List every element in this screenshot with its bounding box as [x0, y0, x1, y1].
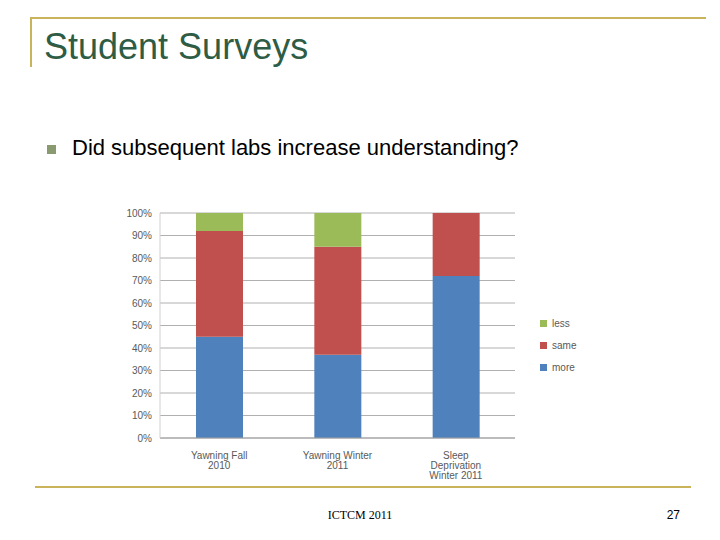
svg-text:0%: 0% — [138, 433, 153, 444]
html-text:ICTCM 2011: ICTCM 2011 — [327, 508, 393, 522]
svg-text:10%: 10% — [132, 410, 152, 421]
svg-text:90%: 90% — [132, 230, 152, 241]
svg-text:80%: 80% — [132, 253, 152, 264]
svg-text:40%: 40% — [132, 343, 152, 354]
svg-text:50%: 50% — [132, 320, 152, 331]
html-text:same: same — [552, 339, 577, 351]
html-text:Student Surveys: Student Surveys — [44, 26, 309, 67]
svg-text:Yawning Winter2011: Yawning Winter2011 — [303, 450, 373, 471]
svg-text:SleepDeprivationWinter 2011: SleepDeprivationWinter 2011 — [429, 450, 483, 481]
svg-text:70%: 70% — [132, 275, 152, 286]
html-text:less: less — [552, 317, 570, 329]
html-text:Did subsequent labs increase u: Did subsequent labs increase understandi… — [72, 135, 519, 160]
svg-text:30%: 30% — [132, 365, 152, 376]
svg-text:Yawning Fall2010: Yawning Fall2010 — [191, 450, 248, 471]
svg-text:100%: 100% — [126, 208, 152, 219]
svg-text:20%: 20% — [132, 388, 152, 399]
svg-text:60%: 60% — [132, 298, 152, 309]
html-text:27: 27 — [666, 508, 680, 522]
html-text:more: more — [552, 361, 575, 373]
